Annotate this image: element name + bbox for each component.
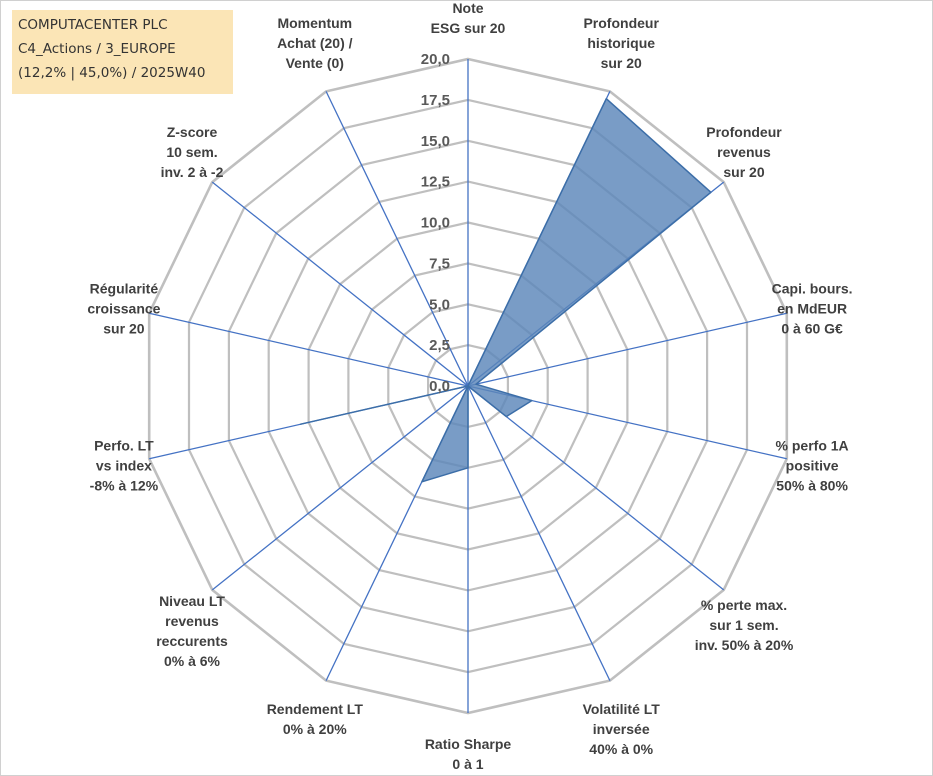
axis-label: Ratio Sharpe 0 à 1 bbox=[425, 736, 512, 772]
axis-label-line: Perfo. LT bbox=[94, 438, 154, 454]
axis-label-line: 0 à 60 G€ bbox=[781, 321, 843, 337]
axis-label: Profondeur historique sur 20 bbox=[583, 15, 659, 71]
info-box: COMPUTACENTER PLC C4_Actions / 3_EUROPE … bbox=[12, 10, 233, 94]
axis-label-line: revenus bbox=[717, 144, 771, 160]
tick-label: 12,5 bbox=[421, 174, 450, 191]
axis-label-line: 50% à 80% bbox=[776, 478, 848, 494]
axis-label-line: Achat (20) / bbox=[277, 35, 353, 51]
tick-label: 7,5 bbox=[429, 255, 450, 272]
axis-label-line: Vente (0) bbox=[286, 55, 344, 71]
axis-spoke bbox=[211, 181, 469, 387]
axis-label-line: Volatilité LT bbox=[583, 701, 661, 717]
axis-label-line: reccurents bbox=[156, 633, 228, 649]
axis-label: % perfo 1A positive 50% à 80% bbox=[776, 438, 849, 494]
axis-label: Rendement LT 0% à 20% bbox=[267, 701, 364, 737]
series-area bbox=[299, 97, 712, 483]
axis-label-line: inv. 2 à -2 bbox=[161, 164, 224, 180]
axis-label-line: % perte max. bbox=[701, 597, 787, 613]
radar-axis-labels: Note ESG sur 20 Profondeur historique sur 20… bbox=[87, 0, 852, 772]
axis-label-line: inversée bbox=[593, 721, 650, 737]
axis-label-line: Niveau LT bbox=[159, 593, 225, 609]
axis-label-line: inv. 50% à 20% bbox=[695, 637, 794, 653]
axis-label-line: -8% à 12% bbox=[90, 478, 159, 494]
axis-label: Momentum Achat (20) / Vente (0) bbox=[277, 15, 353, 71]
tick-label: 5,0 bbox=[429, 296, 450, 313]
axis-label-line: positive bbox=[786, 458, 839, 474]
info-company-name: COMPUTACENTER PLC bbox=[18, 17, 168, 33]
axis-label-line: % perfo 1A bbox=[776, 438, 849, 454]
axis-label-line: Z-score bbox=[167, 124, 218, 140]
tick-label: 2,5 bbox=[429, 337, 450, 354]
axis-label-line: ESG sur 20 bbox=[431, 20, 506, 36]
axis-label-line: 10 sem. bbox=[166, 144, 217, 160]
axis-label-line: croissance bbox=[87, 301, 160, 317]
axis-spoke bbox=[149, 312, 469, 387]
axis-label-line: Ratio Sharpe bbox=[425, 736, 512, 752]
axis-spoke bbox=[467, 385, 611, 681]
axis-label-line: sur 20 bbox=[103, 321, 144, 337]
axis-label-line: 0% à 6% bbox=[164, 653, 221, 669]
radar-series bbox=[299, 97, 712, 483]
radar-tick-labels: 0,0 2,5 5,0 7,5 10,0 12,5 15,0 17,5 20,0 bbox=[421, 51, 450, 395]
axis-label-line: sur 20 bbox=[723, 164, 764, 180]
tick-label: 20,0 bbox=[421, 51, 450, 68]
axis-label: Niveau LT revenus reccurents 0% à 6% bbox=[156, 593, 228, 669]
axis-label: Régularité croissance sur 20 bbox=[87, 281, 160, 337]
axis-label: Perfo. LT vs index -8% à 12% bbox=[90, 438, 159, 494]
axis-label-line: 0% à 20% bbox=[283, 721, 347, 737]
axis-label-line: Profondeur bbox=[706, 124, 782, 140]
tick-label: 17,5 bbox=[421, 92, 450, 109]
axis-label-line: vs index bbox=[96, 458, 152, 474]
axis-spoke bbox=[211, 385, 469, 591]
axis-label-line: revenus bbox=[165, 613, 219, 629]
axis-label-line: Note bbox=[452, 0, 483, 16]
axis-label-line: historique bbox=[587, 35, 655, 51]
axis-label-line: sur 20 bbox=[601, 55, 642, 71]
axis-label-line: 0 à 1 bbox=[452, 756, 483, 772]
axis-spoke bbox=[467, 312, 787, 387]
axis-label-line: Rendement LT bbox=[267, 701, 364, 717]
axis-label-line: Régularité bbox=[90, 281, 159, 297]
tick-label: 15,0 bbox=[421, 133, 450, 150]
axis-label-line: en MdEUR bbox=[777, 301, 847, 317]
axis-label-line: Capi. bours. bbox=[772, 281, 853, 297]
axis-label: Profondeur revenus sur 20 bbox=[706, 124, 782, 180]
axis-label: Volatilité LT inversée 40% à 0% bbox=[583, 701, 661, 757]
tick-label: 0,0 bbox=[429, 378, 450, 395]
axis-label: Z-score 10 sem. inv. 2 à -2 bbox=[161, 124, 224, 180]
axis-label-line: 40% à 0% bbox=[589, 741, 653, 757]
axis-spoke bbox=[467, 385, 725, 591]
axis-label: Capi. bours. en MdEUR 0 à 60 G€ bbox=[772, 281, 853, 337]
axis-label-line: Profondeur bbox=[583, 15, 659, 31]
info-stats: (12,2% | 45,0%) / 2025W40 bbox=[18, 65, 206, 81]
axis-label: Note ESG sur 20 bbox=[431, 0, 506, 36]
tick-label: 10,0 bbox=[421, 215, 450, 232]
axis-label-line: Momentum bbox=[277, 15, 352, 31]
axis-label: % perte max. sur 1 sem. inv. 50% à 20% bbox=[695, 597, 794, 653]
axis-label-line: sur 1 sem. bbox=[709, 617, 778, 633]
axis-spoke bbox=[325, 91, 469, 387]
info-category: C4_Actions / 3_EUROPE bbox=[18, 41, 176, 57]
